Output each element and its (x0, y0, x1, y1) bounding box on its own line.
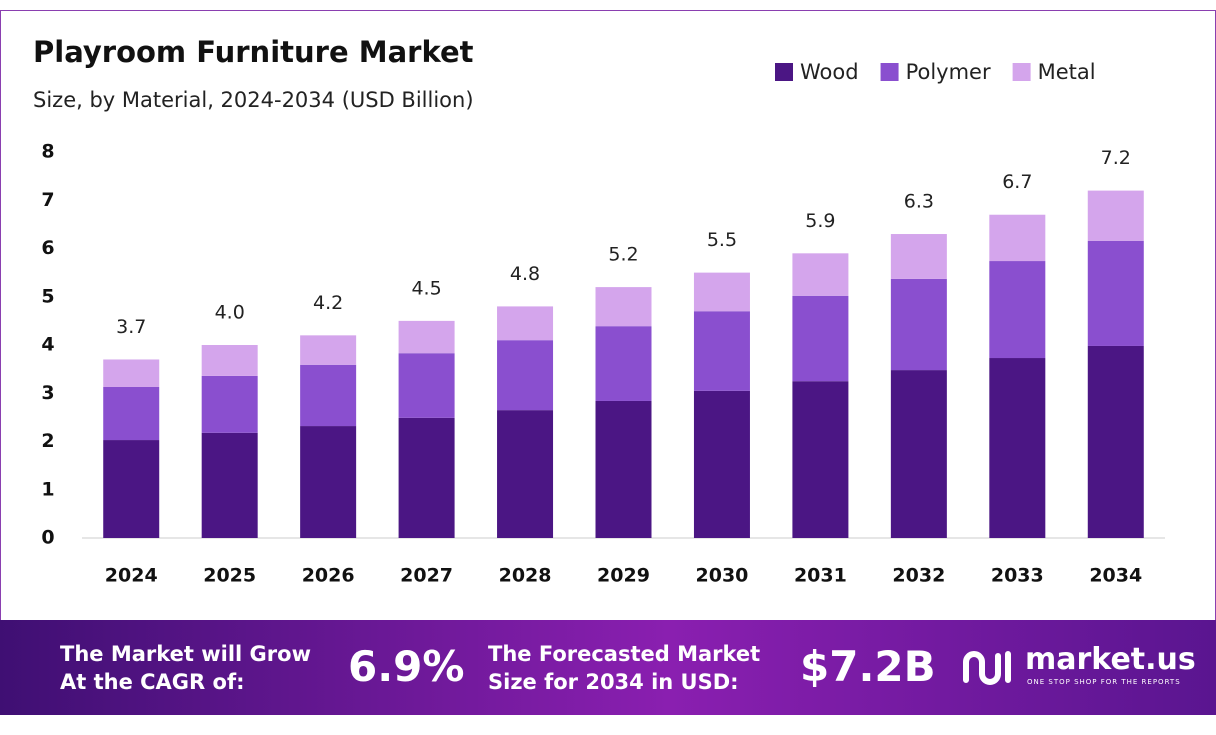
total-label: 4.8 (510, 263, 540, 285)
bar-segment (201, 345, 258, 376)
chart-title: Playroom Furniture Market (33, 35, 474, 69)
total-label: 4.0 (215, 302, 245, 324)
x-tick-label: 2024 (105, 565, 158, 587)
bar-segment (595, 400, 652, 538)
legend-swatch (1012, 63, 1031, 81)
line: Size for 2034 in USD: (488, 670, 739, 694)
bar-segment (989, 358, 1046, 538)
legend-swatch (775, 63, 793, 81)
y-tick-label: 2 (41, 430, 54, 452)
bar-segment (890, 278, 947, 371)
x-tick-label: 2034 (1089, 565, 1142, 587)
bar-segment (497, 410, 554, 538)
x-tick-label: 2025 (203, 565, 256, 587)
bar-segment (398, 320, 455, 354)
total-label: 4.5 (411, 277, 441, 299)
footer: The Market will Grow At the CAGR of: 6.9%… (0, 620, 1216, 715)
bar-segment (989, 214, 1046, 262)
total-label: 6.3 (904, 191, 934, 213)
cagr-text: The Market will Grow At the CAGR of: (60, 640, 311, 696)
line: At the CAGR of: (60, 670, 245, 694)
bar-segment (890, 234, 947, 279)
total-label: 6.7 (1002, 171, 1032, 193)
total-label: 5.9 (805, 210, 835, 232)
x-tick-label: 2032 (892, 565, 945, 587)
total-label: 4.2 (313, 292, 343, 314)
bar-segment (300, 335, 357, 365)
bar-segment (989, 261, 1046, 359)
bar-segment (792, 295, 849, 382)
bar-segment (1087, 345, 1144, 538)
legend-label: Polymer (906, 60, 991, 84)
bar-segment (792, 253, 849, 296)
legend-label: Metal (1038, 60, 1096, 84)
bar-segment (792, 381, 849, 538)
y-tick-label: 3 (41, 382, 54, 404)
total-label: 3.7 (116, 316, 146, 338)
y-tick-label: 1 (41, 478, 54, 500)
bar-segment (890, 370, 947, 538)
y-tick-label: 4 (41, 334, 54, 356)
y-tick-label: 6 (41, 237, 54, 259)
bar-segment (201, 432, 258, 538)
x-tick-label: 2026 (302, 565, 355, 587)
bar-segment (300, 426, 357, 538)
chart-subtitle: Size, by Material, 2024-2034 (USD Billio… (33, 88, 474, 112)
tagline: ONE STOP SHOP FOR THE REPORTS (1027, 678, 1181, 686)
chart: Playroom Furniture Market Size, by Mater… (33, 35, 1165, 587)
x-tick-label: 2027 (400, 565, 453, 587)
x-tick-label: 2030 (696, 565, 749, 587)
x-tick-label: 2029 (597, 565, 650, 587)
y-tick-label: 0 (41, 527, 54, 549)
bar-segment (103, 359, 160, 387)
bar-segment (1087, 190, 1144, 241)
bar-segment (201, 375, 258, 433)
bar-segment (693, 390, 750, 538)
brand: market.us (1025, 642, 1196, 677)
y-tick-label: 8 (41, 141, 54, 163)
bar-segment (398, 417, 455, 538)
x-tick-label: 2028 (499, 565, 552, 587)
bar-segment (497, 340, 554, 411)
forecast-value: $7.2B (800, 642, 936, 691)
cagr-value: 6.9% (348, 642, 465, 691)
total-label: 5.2 (608, 244, 638, 266)
bar-segment (595, 287, 652, 327)
logo (963, 651, 1011, 685)
total-label: 5.5 (707, 229, 737, 251)
bar-segment (693, 311, 750, 391)
forecast-text: The Forecasted Market Size for 2034 in US… (488, 640, 760, 696)
bar-segment (103, 386, 160, 441)
y-tick-label: 7 (41, 189, 54, 211)
x-tick-label: 2031 (794, 565, 847, 587)
total-label: 7.2 (1101, 147, 1131, 169)
line: The Market will Grow (60, 642, 311, 666)
legend-label: Wood (800, 60, 859, 84)
bar-segment (1087, 240, 1144, 346)
bar-segment (300, 364, 357, 427)
line: The Forecasted Market (488, 642, 761, 666)
bar-segment (595, 326, 652, 401)
x-tick-label: 2033 (991, 565, 1044, 587)
bar-segment (693, 272, 750, 312)
bar-segment (103, 440, 160, 538)
y-tick-label: 5 (41, 285, 54, 307)
bar-segment (398, 353, 455, 418)
bar-segment (497, 306, 554, 341)
legend-swatch (880, 63, 899, 81)
